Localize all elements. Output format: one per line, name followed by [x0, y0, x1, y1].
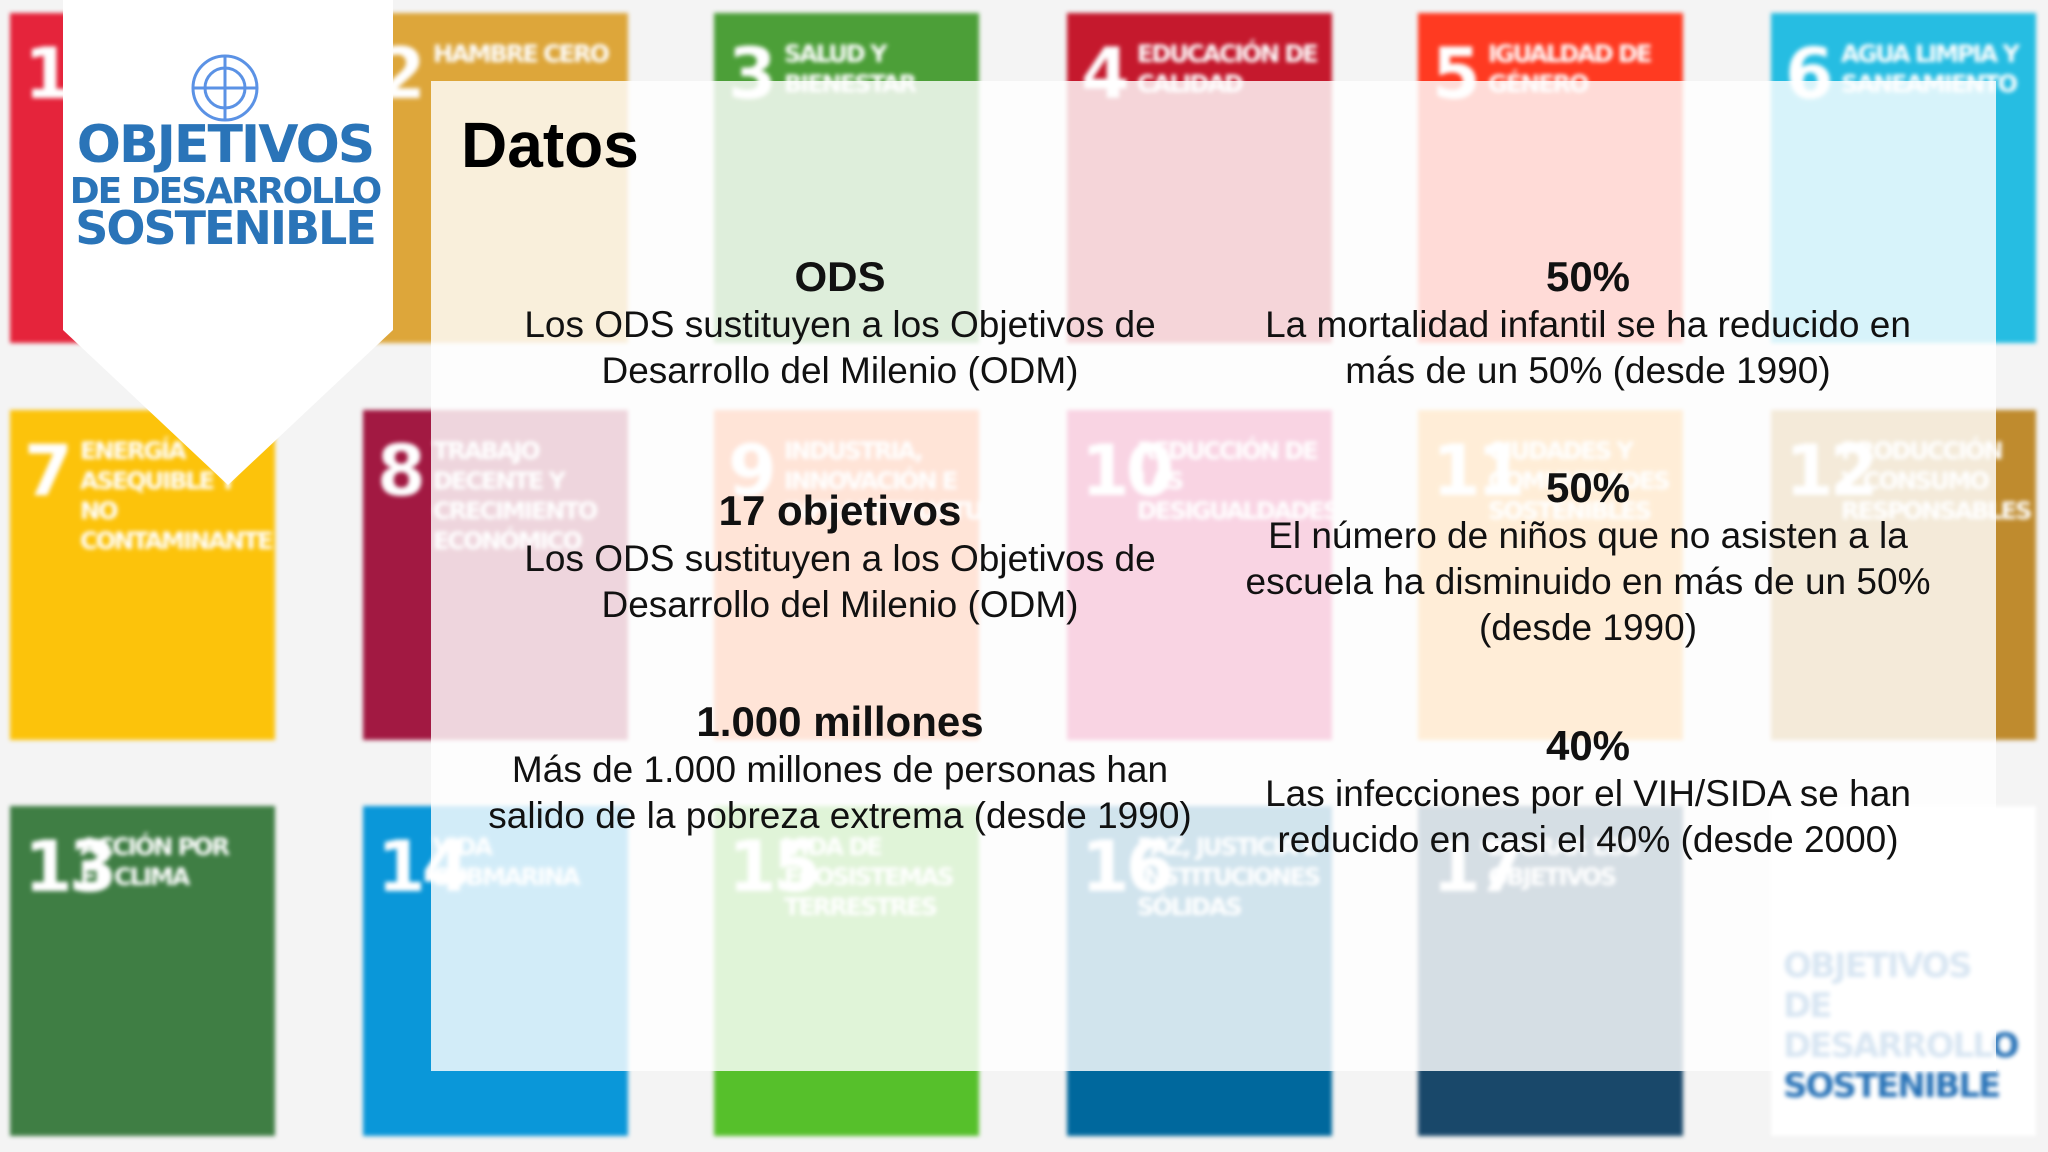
fact-heading: 50%: [1545, 253, 1631, 300]
logo-line: SOSTENIBLE: [75, 201, 375, 255]
sdg-logo: OBJETIVOS DE DESARROLLO SOSTENIBLE: [63, 0, 393, 485]
fact-text: Las infecciones por el VIH/SIDA se han r…: [1265, 773, 1911, 860]
fact-text: La mortalidad infantil se ha reducido en…: [1265, 304, 1911, 391]
sdg-tile: 13 Acción por el clima: [10, 806, 275, 1136]
fact-heading: 1.000 millones: [696, 698, 984, 745]
fact-text: El número de niños que no asisten a la e…: [1245, 515, 1931, 648]
fact-block: 17 objetivos Los ODS sustituyen a los Obj…: [480, 486, 1200, 628]
tile-number: 8: [377, 430, 426, 512]
tile-label: Hambre cero: [433, 40, 610, 68]
fact-text: Los ODS sustituyen a los Objetivos de De…: [524, 304, 1156, 391]
tile-number: 1: [24, 33, 73, 115]
fact-heading: 17 objetivos: [718, 487, 962, 534]
slide-title: Datos: [461, 109, 639, 181]
fact-block: ODS Los ODS sustituyen a los Objetivos de…: [480, 252, 1200, 394]
overlay-panel: [431, 81, 1996, 1071]
fact-heading: ODS: [794, 253, 886, 300]
fact-block: 40% Las infecciones por el VIH/SIDA se ha…: [1228, 721, 1948, 863]
tile-number: 13: [24, 826, 117, 908]
fact-block: 50% La mortalidad infantil se ha reducido…: [1228, 252, 1948, 394]
un-emblem: [191, 54, 259, 122]
tile-label: Energía asequible y no contaminante: [80, 437, 274, 555]
fact-text: Los ODS sustituyen a los Objetivos de De…: [524, 538, 1156, 625]
tile-number: 7: [24, 430, 73, 512]
tile-label: Acción por el clima: [80, 833, 230, 891]
fact-text: Más de 1.000 millones de personas han sa…: [488, 749, 1192, 836]
fact-heading: 50%: [1545, 464, 1631, 511]
logo-line: DE DESARROLLO: [70, 171, 381, 212]
fact-heading: 40%: [1545, 722, 1631, 769]
logo-line: OBJETIVOS: [77, 115, 374, 175]
fact-block: 1.000 millones Más de 1.000 millones de p…: [480, 697, 1200, 839]
fact-block: 50% El número de niños que no asisten a l…: [1228, 463, 1948, 651]
logo-banner: [63, 0, 393, 485]
